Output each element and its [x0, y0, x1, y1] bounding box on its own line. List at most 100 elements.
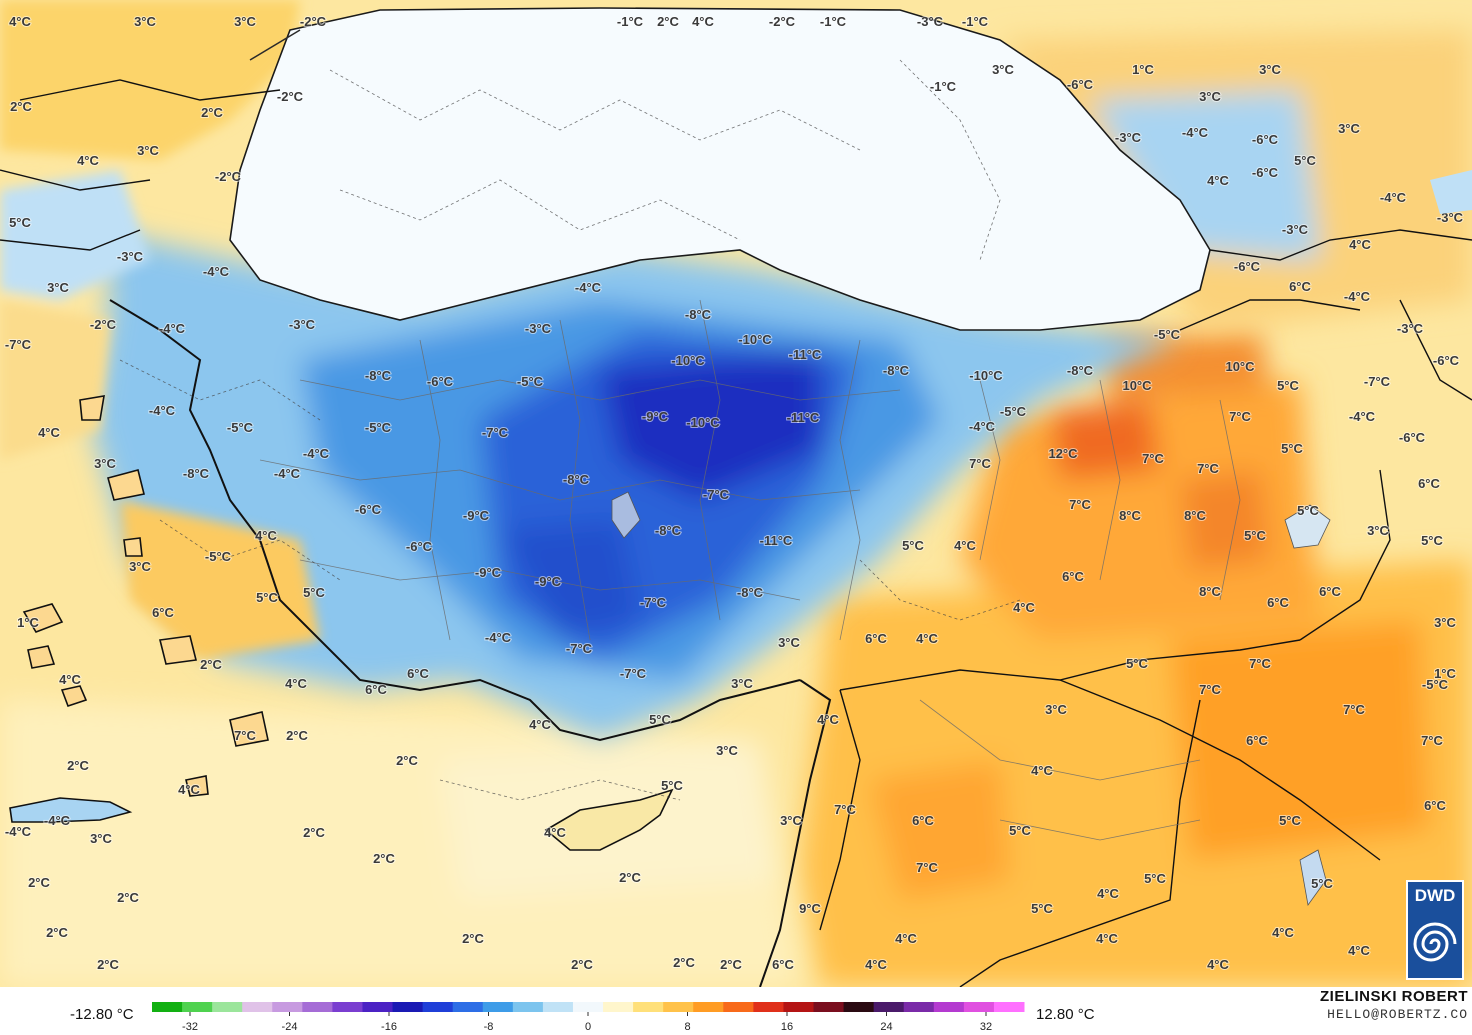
temperature-label: 4°C [916, 631, 938, 646]
temperature-label: -11°C [760, 533, 793, 548]
temperature-label: -6°C [1399, 430, 1426, 445]
temperature-label: 6°C [152, 605, 174, 620]
temperature-label: -4°C [303, 446, 330, 461]
temperature-label: 3°C [778, 635, 800, 650]
temperature-label: -3°C [917, 14, 944, 29]
temperature-label: 3°C [1338, 121, 1360, 136]
temperature-label: 1°C [1132, 62, 1154, 77]
temperature-label: 4°C [865, 957, 887, 972]
levant-coastline [759, 679, 832, 987]
temperature-label: -8°C [737, 585, 764, 600]
temperature-label: 3°C [731, 676, 753, 691]
temperature-label: 5°C [1279, 813, 1301, 828]
temperature-label: -10°C [671, 353, 705, 368]
temperature-label: -2°C [300, 14, 327, 29]
temperature-label: 4°C [954, 538, 976, 553]
temperature-label: 6°C [912, 813, 934, 828]
temperature-label: 4°C [9, 14, 31, 29]
scale-color-swatch [452, 1002, 484, 1012]
temperature-label: 3°C [716, 743, 738, 758]
temperature-label: -4°C [159, 321, 186, 336]
temperature-label: -3°C [289, 317, 316, 332]
color-scale-ticks: -32 -24 -16 -8 0 8 16 24 32 [182, 1012, 992, 1033]
province-lines [259, 299, 1241, 841]
temperature-label: 7°C [1343, 702, 1365, 717]
temperature-label: 2°C [10, 99, 32, 114]
temperature-label: -7°C [5, 337, 32, 352]
temperature-label: 6°C [1418, 476, 1440, 491]
temperature-label: -10°C [969, 368, 1003, 383]
temperature-label: 5°C [649, 712, 671, 727]
temperature-label: -2°C [90, 317, 117, 332]
temperature-label: 9°C [799, 901, 821, 916]
temperature-label: 7°C [834, 802, 856, 817]
temperature-label: 3°C [1259, 62, 1281, 77]
temperature-label: -11°C [789, 347, 822, 362]
dwd-logo-text: DWD [1414, 886, 1456, 905]
temperature-label: -7°C [566, 641, 593, 656]
scale-color-swatch [242, 1002, 273, 1012]
scale-color-swatch [392, 1002, 424, 1012]
scale-color-swatch [482, 1002, 514, 1012]
temperature-label: 2°C [373, 851, 395, 866]
temperature-label: 2°C [200, 657, 222, 672]
temperature-label: 5°C [256, 590, 278, 605]
temperature-label: 3°C [234, 14, 256, 29]
caucasus-region [1000, 30, 1472, 330]
temperature-label: -5°C [365, 420, 392, 435]
temperature-label: -4°C [5, 824, 32, 839]
temperature-label: 6°C [865, 631, 887, 646]
temperature-label: -4°C [485, 630, 512, 645]
temperature-label: 4°C [1096, 931, 1118, 946]
scale-tick-label: 32 [980, 1021, 992, 1033]
temperature-label: 3°C [1434, 615, 1456, 630]
temperature-label: -1°C [617, 14, 644, 29]
temperature-label: -3°C [1282, 222, 1309, 237]
temperature-label: 7°C [916, 860, 938, 875]
temperature-label: 2°C [117, 890, 139, 905]
temperature-label: 2°C [720, 957, 742, 972]
temperature-label: 3°C [1199, 89, 1221, 104]
temperature-label: 5°C [1277, 378, 1299, 393]
scale-color-swatch [903, 1002, 935, 1012]
temperature-label: 2°C [571, 957, 593, 972]
temperature-label: 2°C [67, 758, 89, 773]
scale-tick-label: -16 [381, 1021, 397, 1033]
temperature-label: 4°C [1097, 886, 1119, 901]
temperature-label: 4°C [1348, 943, 1370, 958]
temperature-label: 2°C [46, 925, 68, 940]
scale-tick-label: 16 [781, 1021, 793, 1033]
temperature-label: 6°C [1289, 279, 1311, 294]
country-borders [0, 79, 1472, 987]
balkans-region [0, 0, 320, 660]
scale-color-swatch [182, 1002, 213, 1012]
temperature-label: -4°C [969, 419, 996, 434]
temperature-label: 4°C [285, 676, 307, 691]
temperature-label: 4°C [817, 712, 839, 727]
temperature-label: -3°C [525, 321, 552, 336]
temperature-label: 10°C [1225, 359, 1255, 374]
temperature-label: 2°C [97, 957, 119, 972]
temperature-label: -6°C [406, 539, 433, 554]
temperature-label: -5°C [1000, 404, 1027, 419]
scale-color-swatch [212, 1002, 243, 1012]
temperature-label: 3°C [129, 559, 151, 574]
dead-sea [1299, 849, 1327, 907]
legend-min-label: -12.80 °C [70, 1006, 134, 1023]
temperature-label: -8°C [883, 363, 910, 378]
temperature-label: -7°C [620, 666, 647, 681]
scale-color-swatch [783, 1002, 815, 1012]
temperature-label: 10°C [1122, 378, 1152, 393]
temperature-label: 3°C [992, 62, 1014, 77]
temperature-label: -8°C [1067, 363, 1094, 378]
scale-color-swatch [572, 1002, 604, 1012]
temperature-label: 6°C [772, 957, 794, 972]
temperature-label: -2°C [215, 169, 242, 184]
temperature-label: 4°C [1031, 763, 1053, 778]
color-scale: -32 -24 -16 -8 0 8 16 24 32 [152, 1002, 1025, 1033]
temperature-label: 3°C [780, 813, 802, 828]
temperature-label: 2°C [201, 105, 223, 120]
temperature-label: 12°C [1048, 446, 1078, 461]
temperature-label: 5°C [1244, 528, 1266, 543]
scale-color-swatch [873, 1002, 905, 1012]
